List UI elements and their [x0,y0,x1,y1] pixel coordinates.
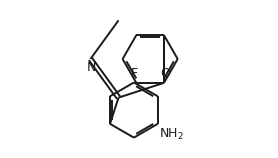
Text: F: F [130,67,137,79]
Text: NH$_2$: NH$_2$ [159,127,184,142]
Text: N: N [87,61,96,74]
Text: O: O [160,67,170,80]
